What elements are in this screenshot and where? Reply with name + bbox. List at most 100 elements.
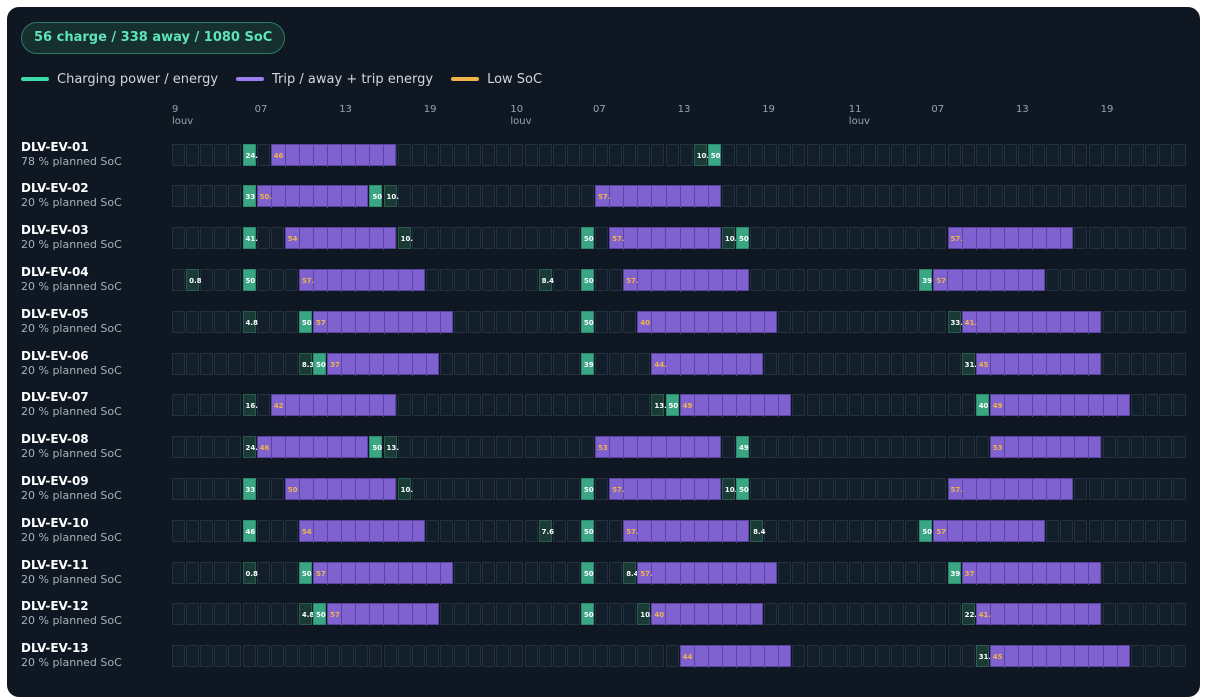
timeline-slot[interactable]	[806, 268, 820, 291]
timeline-slot[interactable]	[482, 268, 496, 291]
timeline-slot[interactable]	[862, 603, 876, 626]
timeline-slot[interactable]	[665, 645, 679, 668]
trip-segment[interactable]: 53	[989, 436, 1102, 460]
timeline-slot[interactable]	[482, 561, 496, 584]
timeline-slot[interactable]	[933, 227, 947, 250]
timeline-slot[interactable]	[1173, 436, 1187, 459]
timeline-slot[interactable]	[595, 352, 608, 375]
charge-segment[interactable]: 50	[298, 561, 312, 584]
timeline-slot[interactable]	[552, 227, 566, 250]
timeline-slot[interactable]	[538, 561, 552, 584]
vehicle-label[interactable]: DLV-EV-05 20 % planned SoC	[21, 307, 166, 336]
timeline-slot[interactable]	[877, 394, 890, 417]
trip-segment[interactable]: 57.	[947, 477, 1074, 501]
timeline-slot[interactable]	[566, 603, 580, 626]
timeline-slot[interactable]	[848, 394, 862, 417]
timeline-slot[interactable]	[172, 310, 185, 333]
timeline-slot[interactable]	[214, 645, 228, 668]
timeline-slot[interactable]	[482, 310, 496, 333]
timeline-slot[interactable]	[961, 394, 975, 417]
timeline-slot[interactable]	[270, 603, 284, 626]
timeline-slot[interactable]	[425, 268, 439, 291]
timeline-slot[interactable]	[1102, 477, 1116, 500]
timeline-slot[interactable]	[1159, 519, 1172, 542]
timeline-slot[interactable]	[172, 561, 185, 584]
timeline-slot[interactable]	[848, 561, 862, 584]
timeline-slot[interactable]	[214, 561, 228, 584]
charge-segment[interactable]: 40	[975, 394, 989, 417]
timeline-slot[interactable]	[552, 143, 566, 166]
timeline-slot[interactable]	[1159, 477, 1172, 500]
timeline-slot[interactable]	[482, 227, 496, 250]
timeline-slot[interactable]	[947, 603, 961, 626]
trip-segment[interactable]: 50	[284, 477, 397, 501]
timeline-slot[interactable]	[623, 603, 637, 626]
timeline-slot[interactable]	[947, 436, 961, 459]
timeline-slot[interactable]	[1144, 477, 1158, 500]
timeline-slot[interactable]	[552, 436, 566, 459]
timeline-slot[interactable]	[721, 436, 735, 459]
timeline-slot[interactable]	[1074, 268, 1088, 291]
timeline-slot[interactable]	[848, 603, 862, 626]
timeline-slot[interactable]	[778, 352, 792, 375]
timeline-slot[interactable]	[214, 477, 228, 500]
timeline-slot[interactable]	[778, 227, 792, 250]
timeline-slot[interactable]	[284, 603, 298, 626]
timeline-slot[interactable]	[595, 268, 608, 291]
vehicle-label[interactable]: DLV-EV-06 20 % planned SoC	[21, 349, 166, 378]
timeline-slot[interactable]	[284, 645, 298, 668]
charge-segment[interactable]: 50	[369, 185, 383, 208]
timeline-slot[interactable]	[538, 227, 552, 250]
timeline-slot[interactable]	[891, 227, 905, 250]
timeline-slot[interactable]	[595, 603, 608, 626]
timeline-slot[interactable]	[792, 268, 806, 291]
timeline-slot[interactable]	[172, 519, 185, 542]
timeline-slot[interactable]	[1159, 561, 1172, 584]
timeline-slot[interactable]	[566, 394, 580, 417]
timeline-slot[interactable]	[792, 227, 806, 250]
timeline-slot[interactable]	[1173, 394, 1187, 417]
trip-segment[interactable]: 57	[327, 603, 439, 627]
trip-segment[interactable]: 40	[651, 603, 764, 627]
timeline-slot[interactable]	[1116, 352, 1130, 375]
timeline-slot[interactable]	[1116, 185, 1130, 208]
timeline-slot[interactable]	[609, 519, 623, 542]
timeline-slot[interactable]	[637, 394, 651, 417]
timeline-slot[interactable]	[496, 645, 510, 668]
timeline-slot[interactable]	[228, 268, 242, 291]
timeline-slot[interactable]	[792, 603, 806, 626]
charge-segment[interactable]: 50	[242, 268, 256, 291]
timeline-slot[interactable]	[778, 477, 792, 500]
timeline-slot[interactable]	[919, 645, 933, 668]
timeline-slot[interactable]	[1088, 268, 1102, 291]
timeline-slot[interactable]	[411, 185, 425, 208]
timeline-slot[interactable]	[552, 352, 566, 375]
timeline-slot[interactable]	[284, 268, 298, 291]
timeline-slot[interactable]	[454, 519, 467, 542]
timeline-slot[interactable]	[482, 519, 496, 542]
timeline-slot[interactable]	[1130, 394, 1144, 417]
timeline-slot[interactable]	[806, 310, 820, 333]
timeline-slot[interactable]	[820, 310, 834, 333]
timeline-slot[interactable]	[623, 645, 637, 668]
timeline-slot[interactable]	[186, 477, 200, 500]
timeline-slot[interactable]	[1018, 143, 1031, 166]
timeline-slot[interactable]	[186, 561, 200, 584]
timeline-slot[interactable]	[905, 436, 919, 459]
timeline-slot[interactable]	[538, 645, 552, 668]
timeline-slot[interactable]	[439, 519, 453, 542]
timeline-slot[interactable]	[1102, 519, 1116, 542]
charge-segment[interactable]: 33	[242, 185, 256, 208]
timeline-slot[interactable]	[1046, 143, 1060, 166]
vehicle-label[interactable]: DLV-EV-01 78 % planned SoC	[21, 140, 166, 169]
timeline-slot[interactable]	[214, 603, 228, 626]
timeline-slot[interactable]	[284, 519, 298, 542]
trip-segment[interactable]: 46	[256, 436, 369, 460]
timeline-slot[interactable]	[256, 519, 270, 542]
timeline-slot[interactable]	[1060, 143, 1074, 166]
timeline-slot[interactable]	[1173, 561, 1187, 584]
timeline-slot[interactable]	[524, 227, 538, 250]
timeline-slot[interactable]	[425, 645, 439, 668]
timeline-slot[interactable]	[820, 477, 834, 500]
timeline-slot[interactable]	[595, 561, 608, 584]
